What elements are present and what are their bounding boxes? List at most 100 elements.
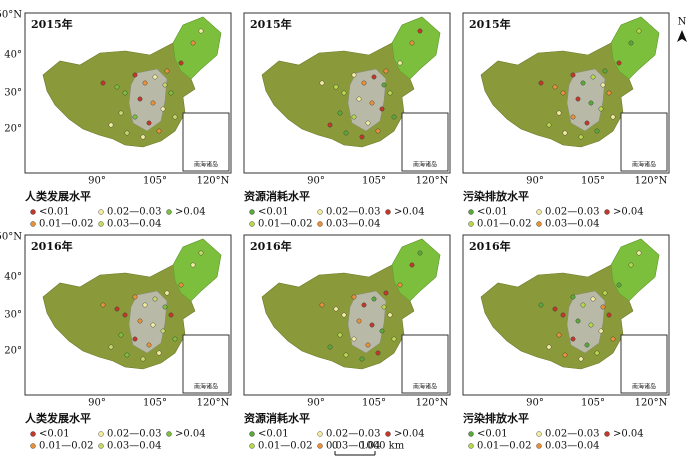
site-dot — [387, 90, 393, 96]
site-dot — [198, 250, 204, 256]
site-dot — [333, 306, 339, 312]
legend-swatch — [166, 209, 172, 215]
site-dot — [590, 74, 596, 80]
site-dot — [562, 130, 568, 136]
scale-bar: 0 1000 km — [332, 441, 405, 456]
region-central — [566, 290, 606, 354]
inset-label: 南海诸岛 — [194, 161, 218, 169]
legend-label: <0.01 — [39, 429, 70, 440]
legend-swatch — [249, 221, 255, 227]
site-dot — [397, 60, 403, 66]
site-dot — [162, 304, 168, 310]
site-dot — [371, 74, 377, 80]
site-dot — [371, 296, 377, 302]
site-dot — [319, 302, 325, 308]
site-dot — [132, 72, 138, 78]
site-dot — [168, 90, 174, 96]
site-dot — [594, 128, 600, 134]
panel-year: 2015年 — [31, 17, 73, 31]
site-dot — [351, 72, 357, 78]
site-dot — [381, 82, 387, 88]
site-dot — [146, 342, 152, 348]
site-dot — [546, 122, 552, 128]
region-central — [566, 68, 606, 132]
site-dot — [356, 96, 362, 102]
lat-label: 50°N — [0, 232, 22, 243]
site-dot — [610, 336, 616, 342]
site-dot — [556, 110, 562, 116]
site-dot — [137, 318, 143, 324]
site-dot — [570, 336, 576, 342]
site-dot — [319, 80, 325, 86]
site-dot — [417, 250, 423, 256]
legend-label: 0.03—0.04 — [326, 219, 381, 230]
site-dot — [387, 312, 393, 318]
site-dot — [190, 40, 196, 46]
legend-label: <0.01 — [39, 207, 70, 218]
site-dot — [610, 114, 616, 120]
site-dot — [552, 84, 558, 90]
site-dot — [178, 282, 184, 288]
lat-label: 40° — [4, 50, 22, 61]
site-dot — [164, 68, 170, 74]
site-dot — [578, 356, 584, 362]
site-dot — [150, 100, 156, 106]
panel-year: 2016年 — [469, 239, 511, 253]
site-dot — [562, 352, 568, 358]
legend-label: 0.01—0.02 — [477, 219, 532, 230]
legend-label: >0.04 — [175, 429, 206, 440]
site-dot — [132, 114, 138, 120]
site-dot — [409, 262, 415, 268]
site-dot — [383, 68, 389, 74]
legend-label: 0.02—0.03 — [107, 207, 162, 218]
legend-label: >0.04 — [394, 429, 425, 440]
legend-label: 0.03—0.04 — [326, 441, 381, 452]
inset-frame — [620, 334, 668, 394]
lon-label: 120°N — [416, 398, 449, 409]
lon-label: 90° — [88, 176, 106, 187]
site-dot — [594, 350, 600, 356]
inset-label: 南海诸岛 — [632, 161, 656, 169]
inset-frame — [401, 334, 449, 394]
inset-frame — [182, 112, 230, 172]
site-dot — [198, 28, 204, 34]
site-dot — [580, 80, 586, 86]
legend-label: <0.01 — [258, 429, 289, 440]
lon-label: 120°N — [635, 176, 668, 187]
map-panel: 南海诸岛 2015年 — [243, 12, 451, 174]
site-dot — [570, 294, 576, 300]
legend-swatch — [98, 431, 104, 437]
site-dot — [108, 344, 114, 350]
inset-label: 南海诸岛 — [194, 383, 218, 391]
region-central — [347, 68, 387, 132]
site-dot — [152, 74, 158, 80]
site-dot — [160, 328, 166, 334]
scale-distance: 1000 km — [360, 441, 405, 452]
site-dot — [100, 302, 106, 308]
site-dot — [142, 302, 148, 308]
site-dot — [146, 120, 152, 126]
region-central — [128, 68, 168, 132]
site-dot — [341, 312, 347, 318]
site-dot — [588, 100, 594, 106]
site-dot — [108, 122, 114, 128]
site-dot — [381, 304, 387, 310]
legend-swatch — [536, 443, 542, 449]
legend-label: 0.03—0.04 — [545, 441, 600, 452]
site-dot — [327, 344, 333, 350]
legend-label: 0.01—0.02 — [39, 441, 94, 452]
lon-label: 90° — [526, 398, 544, 409]
legend-label: 0.02—0.03 — [545, 429, 600, 440]
legend-label: 0.03—0.04 — [545, 219, 600, 230]
site-dot — [598, 106, 604, 112]
site-dot — [600, 82, 606, 88]
site-dot — [172, 114, 178, 120]
legend-swatch — [249, 209, 255, 215]
region-northeast — [172, 16, 222, 80]
site-dot — [162, 82, 168, 88]
site-dot — [636, 28, 642, 34]
site-dot — [341, 90, 347, 96]
site-dot — [560, 90, 566, 96]
site-dot — [538, 80, 544, 86]
site-dot — [122, 90, 128, 96]
